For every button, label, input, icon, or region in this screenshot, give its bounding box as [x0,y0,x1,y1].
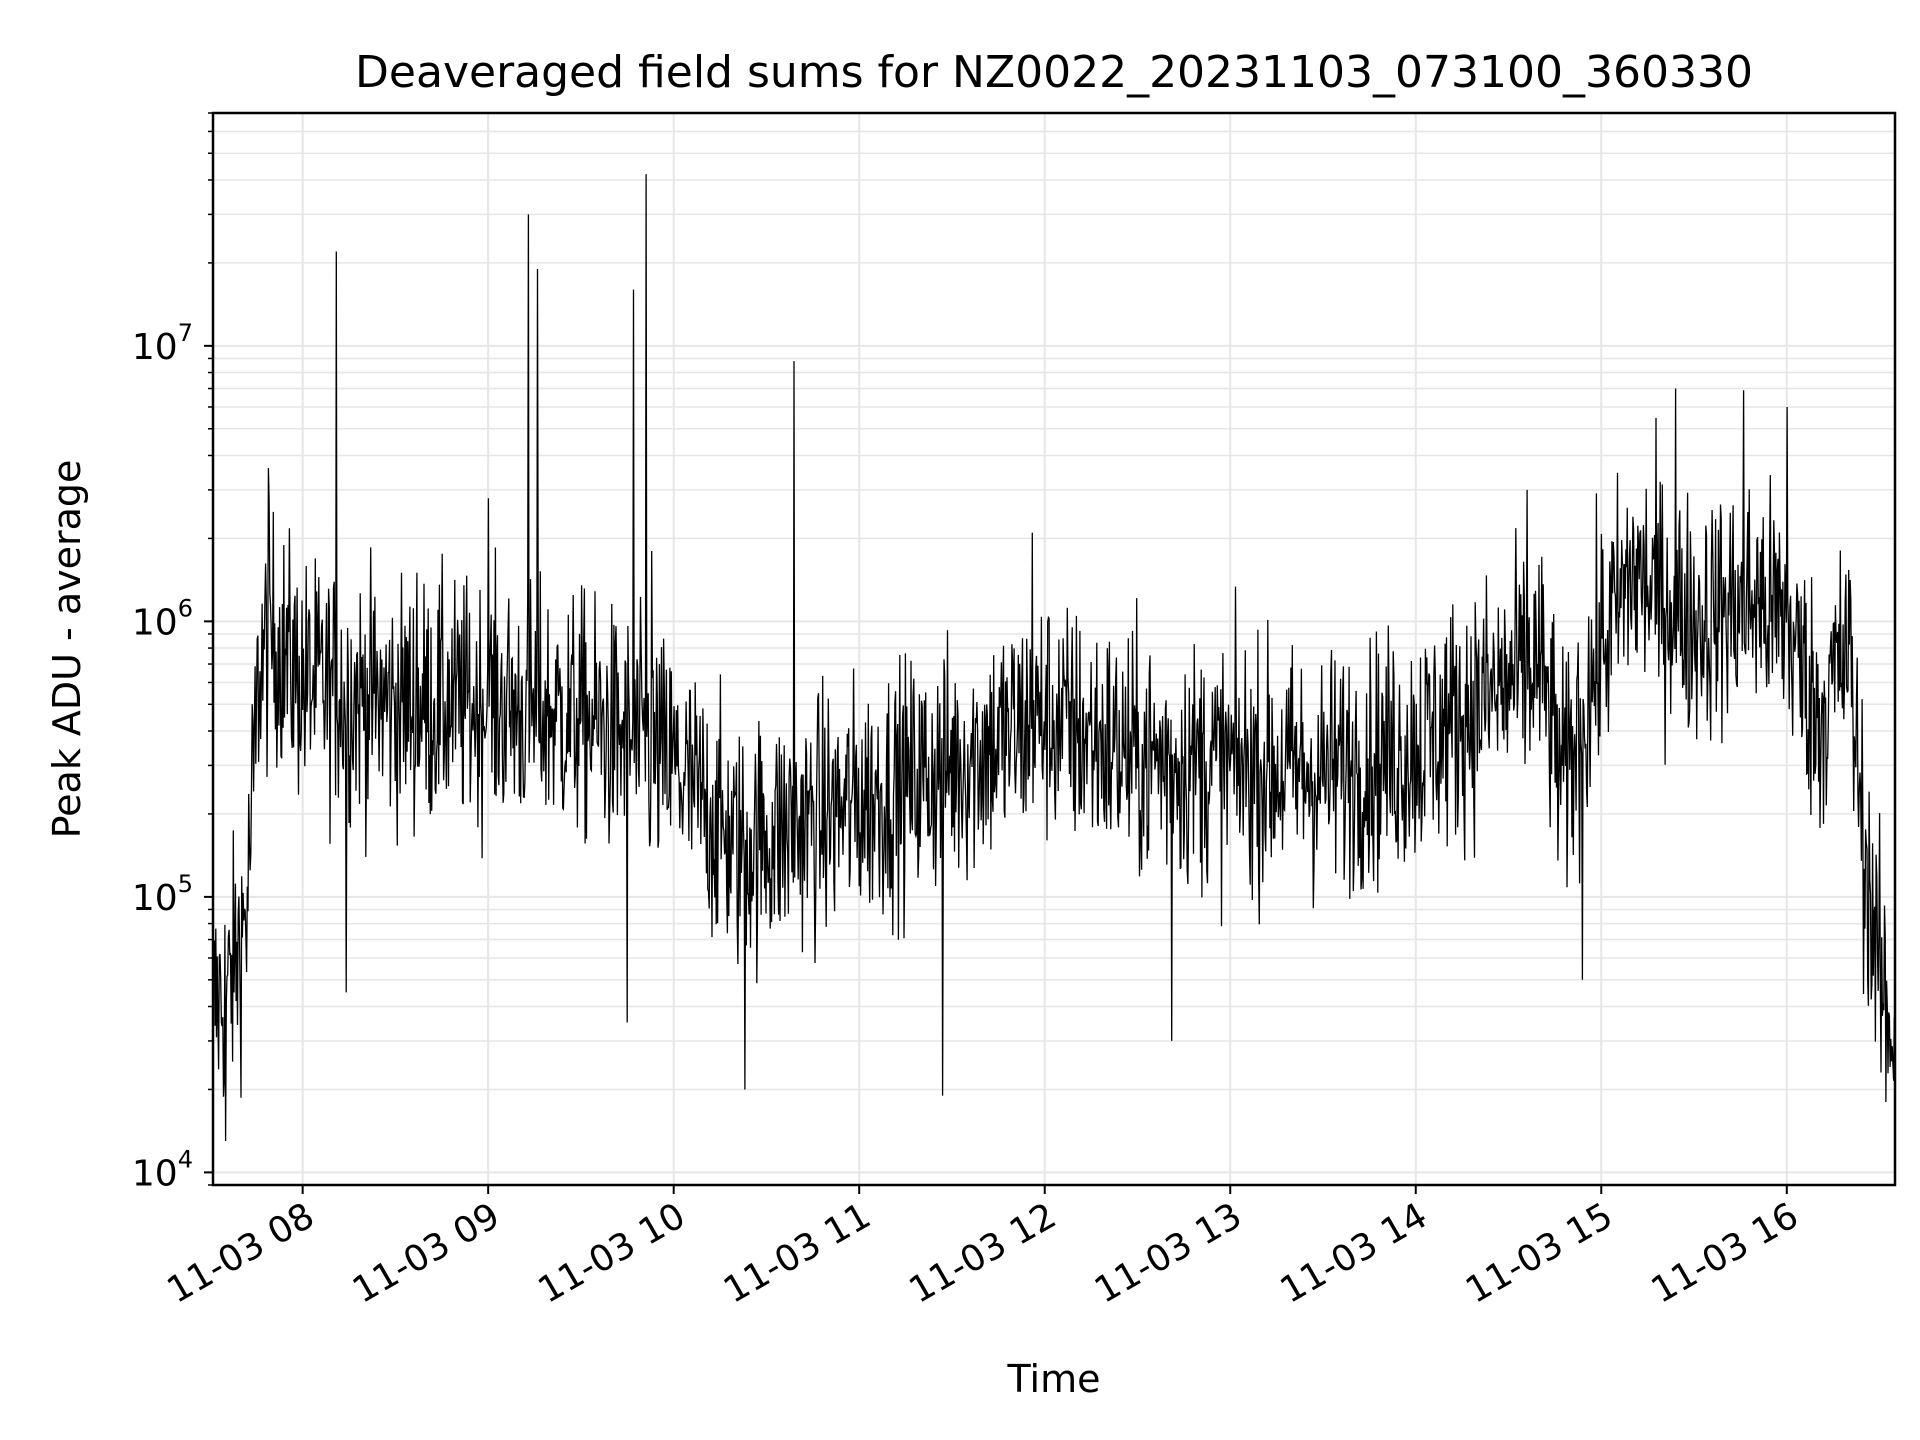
grid-lines [213,112,1895,1186]
y-tick-label: 107 [132,319,193,368]
plot-area-frame [211,111,1897,1187]
y-tick-label: 106 [132,594,193,643]
series-layer [212,174,1896,1142]
y-tick-label: 104 [132,1145,193,1194]
y-axis-label: Peak ADU - average [45,460,89,839]
chart-title: Deaveraged field sums for NZ0022_2023110… [355,47,1753,98]
y-tick-label: 105 [132,870,193,919]
x-axis-label: Time [1007,1357,1101,1401]
series-line [212,174,1896,1142]
